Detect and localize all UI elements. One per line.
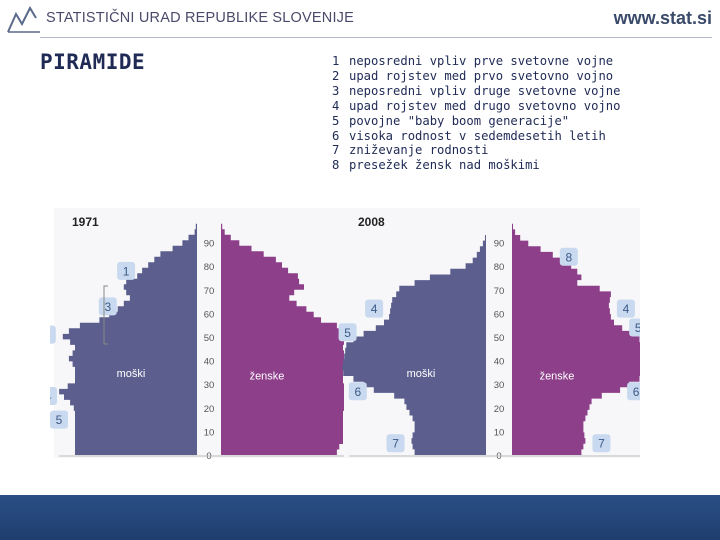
women-series-label: ženske — [540, 370, 575, 382]
age-tick-label: 10 — [204, 427, 215, 438]
annotation-label: 5 — [635, 321, 640, 335]
annotation-badge — [627, 382, 640, 401]
legend-item: 2 upad rojstev med prvo svetovno vojno — [332, 68, 614, 83]
annotation-badge — [98, 297, 117, 316]
men-series-label: moški — [407, 368, 436, 380]
legend-item: 4 upad rojstev med drugo svetovno vojno — [332, 98, 621, 113]
men-bars — [59, 223, 197, 455]
age-tick-label: 50 — [494, 333, 505, 344]
annotation-label: 4 — [623, 302, 630, 316]
annotation-label: 6 — [633, 385, 640, 399]
women-bars — [512, 223, 640, 455]
pyramid-title: 2008 — [358, 215, 385, 229]
annotation-badge — [592, 434, 611, 453]
site-url[interactable]: www.stat.si — [613, 8, 712, 28]
population-pyramids: 1971moškiženske0102030405060708090132244… — [50, 208, 640, 462]
annotation-label: 1 — [123, 264, 130, 278]
men-bars — [342, 223, 486, 455]
legend-item: 3 neposredni vpliv druge svetovne vojne — [332, 83, 621, 98]
annotation-label: 5 — [344, 326, 351, 340]
age-tick-label: 80 — [204, 262, 215, 273]
age-tick-label: 90 — [494, 239, 505, 250]
age-tick-label: 60 — [494, 309, 505, 320]
annotation-label: 7 — [598, 437, 605, 451]
age-tick-label: 80 — [494, 262, 505, 273]
pyramid-title: 1971 — [72, 215, 99, 229]
legend-item: 7 zniževanje rodnosti — [332, 143, 489, 158]
header-divider — [40, 37, 712, 38]
annotation-badge — [559, 247, 578, 266]
pyramid-2008: 2008moškiženske0102030405060708090844556… — [338, 208, 640, 462]
age-tick-label: 20 — [494, 404, 505, 415]
annotation-badge — [348, 382, 367, 401]
legend-item: 6 visoka rodnost v sedemdesetih letih — [332, 128, 606, 143]
age-tick-label: 10 — [494, 427, 505, 438]
men-series-label: moški — [117, 368, 146, 380]
annotation-badge — [629, 318, 640, 337]
age-tick-label: 60 — [204, 309, 215, 320]
age-tick-label: 40 — [494, 357, 505, 368]
annotation-label: 4 — [371, 302, 378, 316]
annotation-label: 8 — [565, 250, 572, 264]
annotation-label: 3 — [104, 300, 111, 314]
age-tick-label: 50 — [204, 333, 215, 344]
annotation-badge — [50, 410, 68, 429]
age-tick-label: 70 — [494, 286, 505, 297]
annotation-badge — [616, 299, 635, 318]
stat-logo-icon — [7, 5, 40, 33]
annotation-badge — [50, 325, 56, 344]
annotation-badge — [386, 434, 405, 453]
annotation-badge — [338, 323, 357, 342]
pyramid-1971: 1971moškiženske0102030405060708090132244… — [50, 208, 379, 462]
range-bracket — [103, 285, 108, 345]
legend-item: 1 neposredni vpliv prve svetovne vojne — [332, 54, 614, 68]
annotation-label: 5 — [56, 413, 63, 427]
age-tick-label: 40 — [204, 357, 215, 368]
annotation-label: 4 — [50, 390, 52, 404]
page-title: PIRAMIDE — [40, 50, 146, 74]
annotation-label: 7 — [392, 437, 399, 451]
women-series-label: ženske — [250, 370, 285, 382]
annotation-badge — [50, 387, 58, 405]
age-tick-label: 90 — [204, 239, 215, 250]
annotation-badge — [365, 299, 384, 318]
org-name: STATISTIČNI URAD REPUBLIKE SLOVENIJE — [46, 10, 355, 26]
age-tick-label: 30 — [204, 380, 215, 391]
age-tick-label: 70 — [204, 286, 215, 297]
age-tick-label: 20 — [204, 404, 215, 415]
annotation-badge — [117, 261, 136, 280]
footer-bar — [0, 495, 720, 540]
women-bars — [221, 223, 359, 455]
legend-item: 8 presežek žensk nad moškimi — [332, 158, 540, 173]
header-bar: STATISTIČNI URAD REPUBLIKE SLOVENIJE www… — [0, 0, 720, 36]
legend-item: 5 povojne "baby boom generacije" — [332, 113, 570, 128]
annotation-label: 6 — [354, 385, 361, 399]
age-tick-label: 30 — [494, 380, 505, 391]
